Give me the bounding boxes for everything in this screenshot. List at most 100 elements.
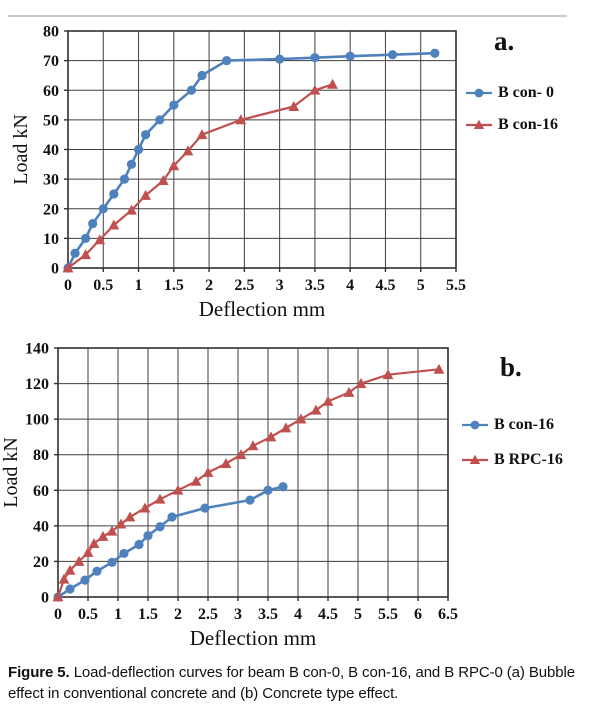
legend-label: B RPC-16 — [494, 451, 563, 468]
data-point-marker-circle — [167, 512, 177, 522]
data-point-marker-triangle — [309, 84, 321, 95]
series-line-b-con--0 — [66, 51, 435, 269]
x-tick-label: 2.5 — [198, 606, 218, 623]
data-point-marker-circle — [263, 485, 273, 495]
legend-triangle-marker-icon — [462, 454, 488, 464]
x-tick-label: 1 — [135, 277, 143, 294]
chart-a-plot: 0 0.5 1 1.5 2 2.5 3 3.5 4 4.5 5 5.5 0 10 20 30 40 50 60 70 8… — [10, 24, 466, 322]
data-point-marker-circle — [81, 233, 91, 243]
data-point-marker-circle — [310, 53, 320, 63]
data-point-marker-circle — [88, 218, 98, 229]
data-point-marker-circle — [92, 566, 102, 576]
x-tick-label: 0.5 — [93, 277, 113, 294]
data-point-marker-circle — [155, 522, 165, 532]
chart-b-load-deflection: 0 0.5 1 1.5 2 2.5 3 3.5 4 4.5 5 5.5 6 6.5 0 20 40 60 80 100… — [0, 330, 607, 660]
data-point-marker-triangle — [64, 564, 76, 575]
panel-label-b: b. — [500, 352, 522, 382]
data-point-marker-triangle — [343, 386, 355, 397]
data-point-marker-circle — [345, 51, 355, 61]
legend-triangle-marker-icon — [466, 119, 492, 129]
y-tick-label: 100 — [25, 412, 49, 429]
y-tick-label: 60 — [43, 83, 59, 100]
data-point-marker-circle — [245, 495, 255, 505]
top-divider-line — [8, 15, 567, 17]
data-point-marker-circle — [155, 115, 165, 125]
legend-item: B con- 0 — [466, 84, 558, 102]
data-point-marker-triangle — [295, 413, 307, 424]
data-point-marker-triangle — [139, 502, 151, 513]
data-point-marker-triangle — [190, 475, 202, 486]
panel-label-a: a. — [494, 26, 515, 56]
caption-figure-number: Figure 5. — [8, 664, 70, 681]
y-tick-label: 140 — [25, 341, 49, 358]
figure-caption: Figure 5. Load-deflection curves for bea… — [8, 662, 602, 704]
data-point-marker-triangle — [220, 458, 232, 469]
y-tick-label: 10 — [43, 231, 59, 248]
data-point-marker-triangle — [154, 493, 166, 504]
data-point-marker-circle — [98, 204, 108, 214]
data-point-marker-circle — [126, 159, 137, 169]
data-point-marker-triangle — [382, 369, 394, 380]
x-tick-label: 1 — [114, 606, 122, 623]
data-point-marker-triangle — [182, 145, 194, 156]
data-point-marker-circle — [143, 531, 153, 541]
legend-marker-triangle — [469, 454, 481, 464]
x-tick-label: 2 — [205, 277, 213, 294]
data-point-marker-circle — [119, 548, 129, 559]
data-point-marker-circle — [200, 503, 210, 513]
x-tick-label: 0 — [54, 606, 62, 623]
x-tick-label: 0.5 — [78, 606, 98, 623]
caption-text: Load-deflection curves for beam B con-0,… — [8, 664, 575, 702]
plot-frame — [57, 347, 449, 598]
y-axis-title: Load kN — [0, 437, 22, 508]
data-point-marker-triangle — [124, 511, 136, 522]
x-tick-label: 1.5 — [138, 606, 158, 623]
x-tick-label: 4.5 — [375, 277, 395, 294]
data-point-marker-triangle — [327, 78, 338, 89]
data-point-marker-triangle — [97, 530, 109, 541]
x-tick-label: 5 — [354, 606, 362, 623]
legend-item: B RPC-16 — [462, 451, 563, 469]
x-axis-title: Deflection mm — [190, 626, 317, 650]
data-point-marker-triangle — [168, 160, 180, 171]
x-tick-label: 3 — [234, 606, 242, 623]
data-point-marker-triangle — [73, 555, 85, 566]
legend-marker-triangle — [473, 119, 485, 129]
y-tick-label: 120 — [25, 376, 49, 393]
legend-a: B con- 0 B con-16 — [466, 84, 558, 134]
y-tick-label: 40 — [43, 142, 59, 159]
x-tick-label: 3 — [276, 277, 284, 294]
data-point-marker-circle — [169, 100, 179, 110]
data-point-marker-triangle — [62, 262, 74, 273]
legend-marker-circle — [474, 88, 484, 98]
data-point-marker-circle — [107, 557, 117, 567]
x-tick-label: 3.5 — [258, 606, 278, 623]
data-point-marker-triangle — [247, 440, 259, 451]
data-point-marker-triangle — [235, 114, 247, 125]
data-point-marker-circle — [65, 584, 75, 594]
y-tick-label: 80 — [33, 447, 49, 464]
x-tick-label: 4 — [294, 606, 302, 623]
data-point-marker-circle — [430, 48, 440, 58]
data-point-marker-circle — [109, 189, 119, 199]
series-line-b-con-16 — [67, 83, 333, 269]
data-point-marker-triangle — [88, 538, 100, 549]
chart-a-load-deflection: 0 0.5 1 1.5 2 2.5 3 3.5 4 4.5 5 5.5 0 10 20 30 40 50 60 70 8… — [0, 0, 607, 330]
y-tick-label: 80 — [43, 24, 59, 41]
data-point-marker-circle — [275, 54, 285, 64]
data-point-marker-triangle — [52, 591, 64, 602]
data-point-marker-circle — [186, 85, 197, 95]
data-point-marker-circle — [70, 248, 80, 258]
data-point-marker-triangle — [355, 377, 367, 388]
data-point-marker-circle — [134, 539, 144, 550]
data-point-marker-circle — [119, 174, 130, 184]
data-point-marker-triangle — [140, 189, 151, 200]
y-tick-label: 70 — [43, 53, 59, 70]
legend-circle-marker-icon — [462, 420, 488, 430]
data-point-marker-circle — [197, 70, 207, 81]
legend-label: B con-16 — [494, 416, 554, 433]
data-point-marker-triangle — [157, 175, 169, 186]
data-point-marker-triangle — [82, 546, 94, 557]
x-axis-title: Deflection mm — [199, 297, 326, 321]
legend-b: B con-16 B RPC-16 — [462, 416, 563, 469]
